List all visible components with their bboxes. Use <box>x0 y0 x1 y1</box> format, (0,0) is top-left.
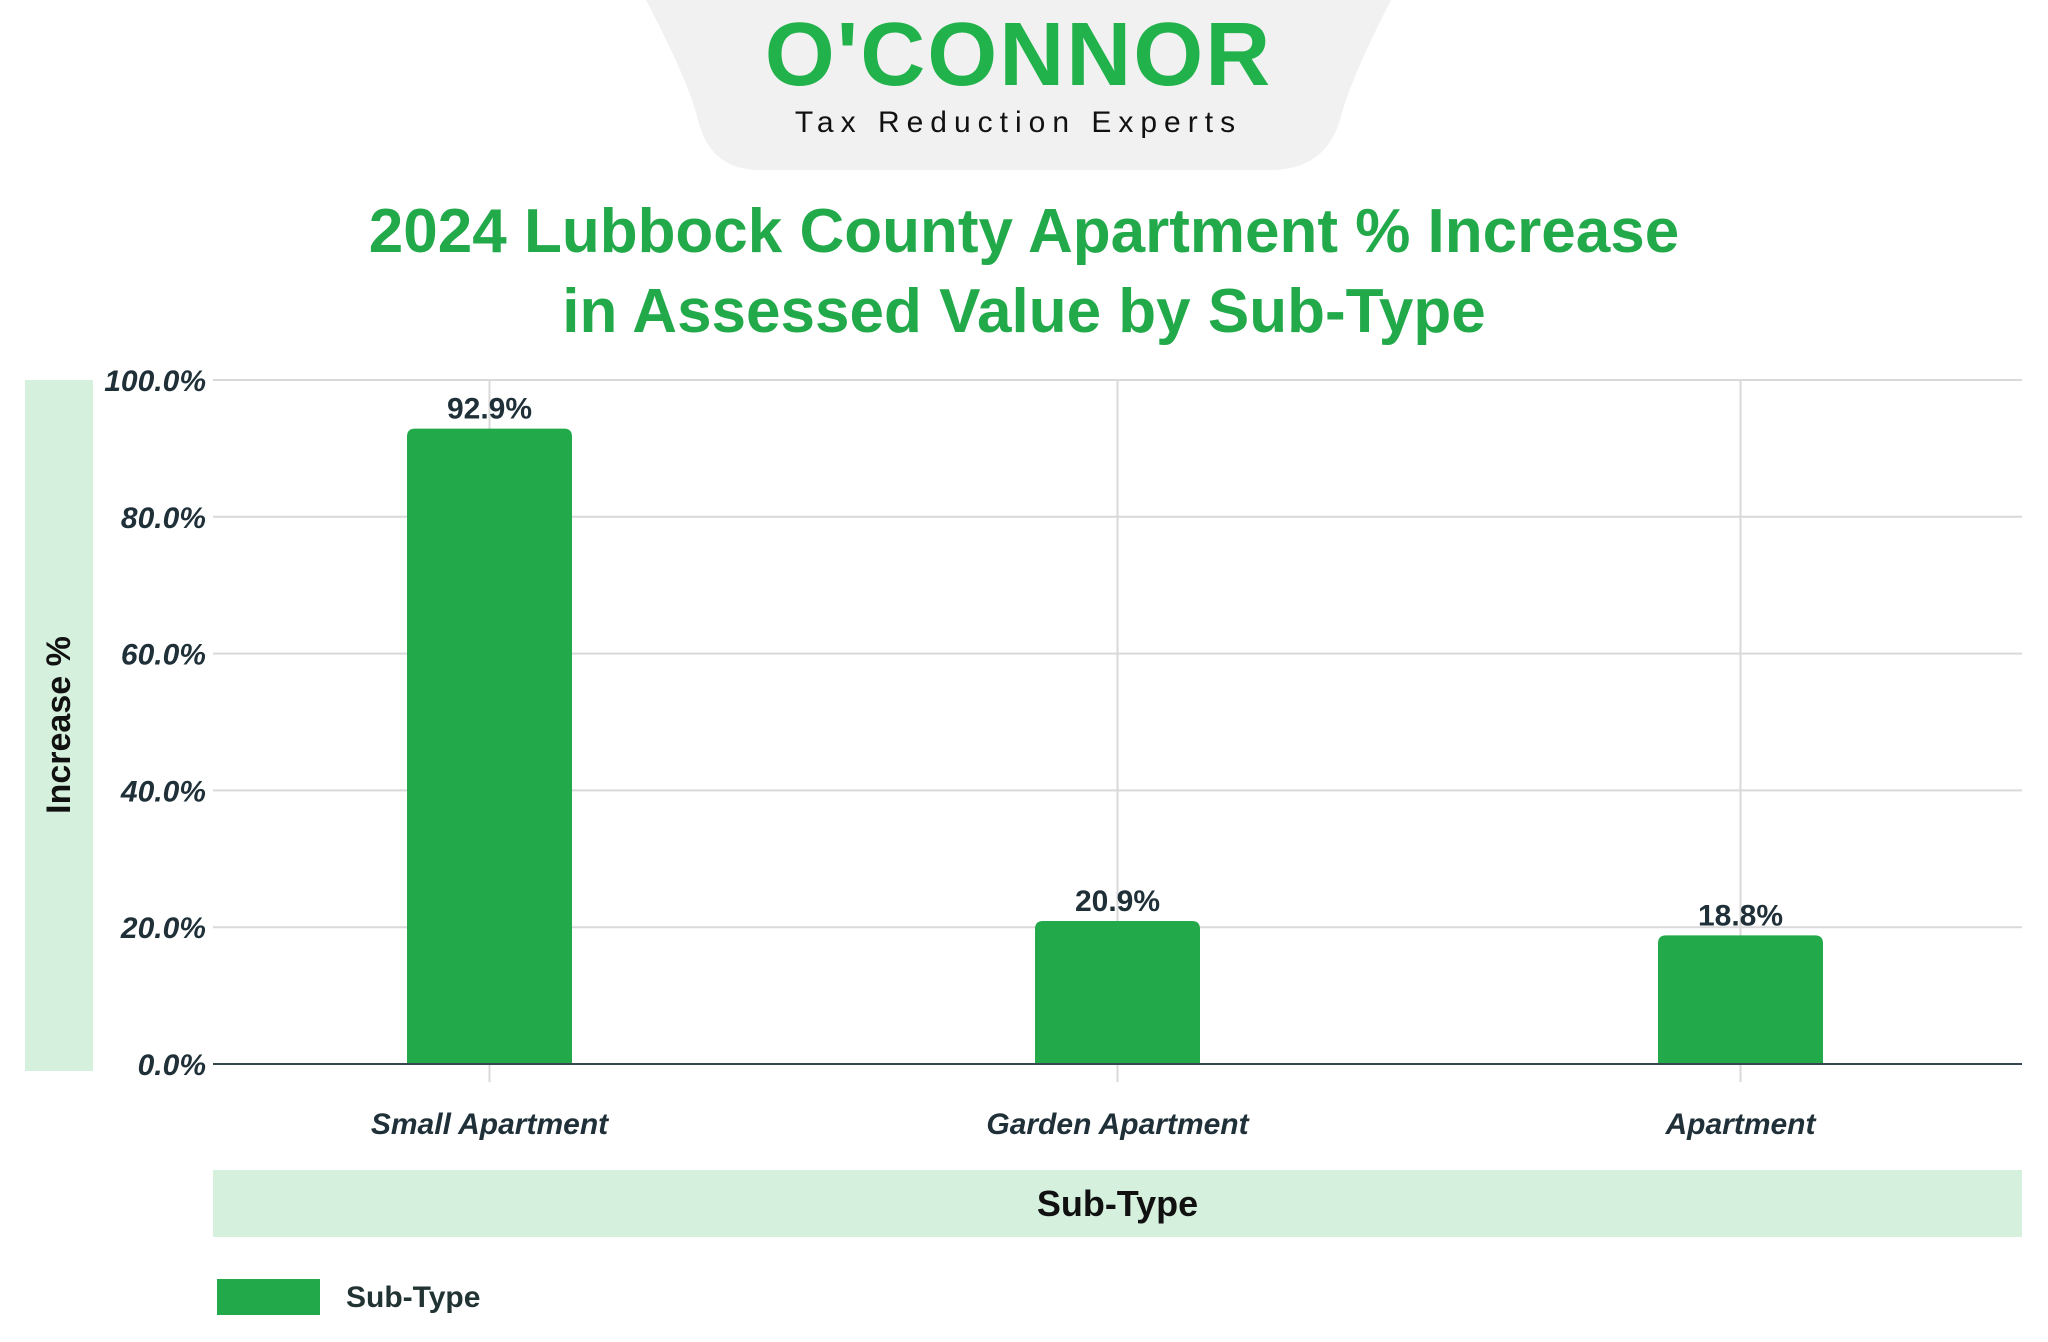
x-tick-label: Garden Apartment <box>986 1108 1250 1141</box>
logo-badge-bg <box>646 0 1391 170</box>
y-tick-label: 80.0% <box>121 502 206 535</box>
legend-label: Sub-Type <box>346 1281 481 1314</box>
y-tick-label: 60.0% <box>121 639 206 672</box>
chart-title-line-2: in Assessed Value by Sub-Type <box>562 277 1486 346</box>
data-label: 20.9% <box>1075 885 1160 918</box>
x-tick-label: Small Apartment <box>371 1108 610 1141</box>
x-tick-label: Apartment <box>1664 1108 1817 1141</box>
bar <box>1035 921 1200 1064</box>
x-axis-label: Sub-Type <box>213 1170 2022 1237</box>
logo: O'CONNOR Tax Reduction Experts <box>646 0 1391 170</box>
y-axis-label-band <box>25 380 93 1071</box>
chart-title-line-1: 2024 Lubbock County Apartment % Increase <box>368 197 1680 266</box>
data-label: 92.9% <box>447 393 532 426</box>
bar-chart: 0.0% 20.0% 40.0% 60.0% 80.0% 100.0% 92.9% Small… <box>104 365 2022 1141</box>
bar <box>1658 935 1823 1064</box>
y-tick-label: 100.0% <box>104 365 206 398</box>
bar <box>407 428 572 1065</box>
chart-title: 2024 Lubbock County Apartment % Increase… <box>0 192 2048 352</box>
legend-swatch <box>217 1279 320 1315</box>
logo-tagline: Tax Reduction Experts <box>794 106 1243 139</box>
y-tick-label: 0.0% <box>138 1049 206 1082</box>
y-tick-label: 20.0% <box>120 912 206 945</box>
data-label: 18.8% <box>1698 899 1783 932</box>
y-tick-label: 40.0% <box>120 775 206 808</box>
logo-name: O'CONNOR <box>764 5 1273 105</box>
